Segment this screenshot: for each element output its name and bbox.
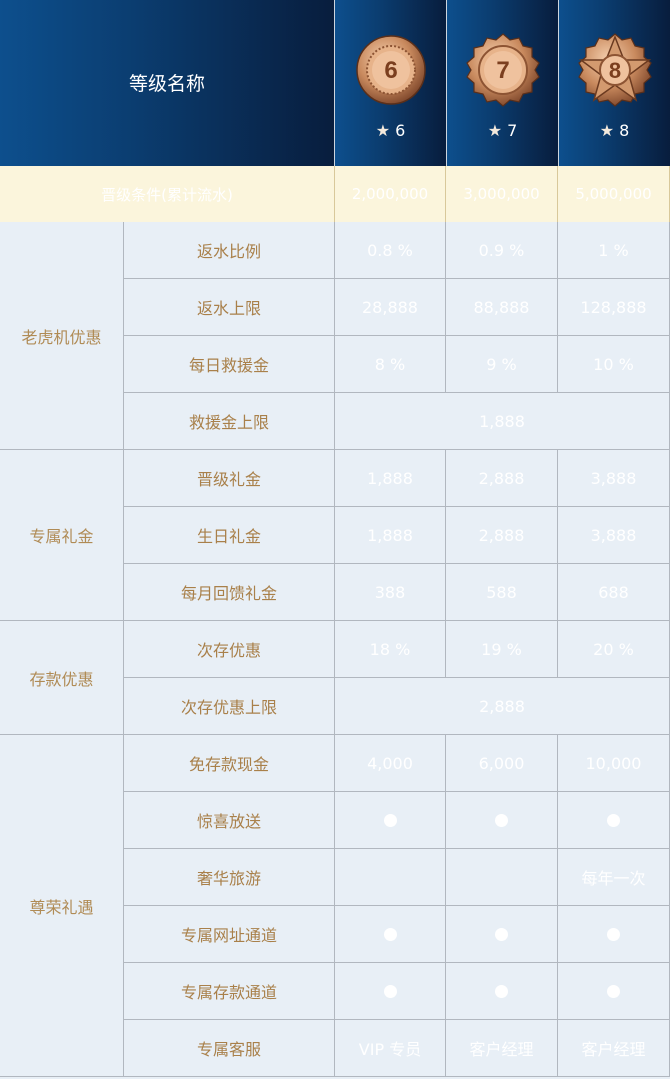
star-rating: ★ 8 xyxy=(599,121,630,140)
benefit-value: 128,888 xyxy=(558,279,670,336)
included-dot-icon xyxy=(607,984,620,998)
benefit-value: 10 % xyxy=(558,336,670,393)
benefit-value: 19 % xyxy=(446,621,558,678)
benefit-value: 2,888 xyxy=(446,507,558,564)
included-dot-icon xyxy=(383,927,397,941)
benefit-label: 专属网址通道 xyxy=(124,906,335,963)
benefit-label: 晋级礼金 xyxy=(124,450,335,507)
benefit-value: 28,888 xyxy=(335,279,446,336)
benefit-value: 每年一次 xyxy=(558,849,670,906)
benefit-value: 20 % xyxy=(558,621,670,678)
benefits-table: 老虎机优惠 专属礼金 存款优惠 尊荣礼遇 返水比例 0.8 % 0.9 % 1 % 返水上限 28… xyxy=(0,222,670,1079)
benefit-label: 每月回馈礼金 xyxy=(124,564,335,621)
benefit-value: 688 xyxy=(558,564,670,621)
benefit-value: 客户经理 xyxy=(558,1020,670,1077)
benefit-value xyxy=(446,906,558,963)
benefit-label: 惊喜放送 xyxy=(124,792,335,849)
level-8-header: 8 ★ 8 xyxy=(558,0,670,166)
star-rating: ★ 6 xyxy=(375,121,406,140)
benefit-value xyxy=(558,906,670,963)
requirement-value: 5,000,000 xyxy=(558,166,670,222)
requirement-value: 2,000,000 xyxy=(335,166,446,222)
included-dot-icon xyxy=(383,984,397,998)
benefit-value: 6,000 xyxy=(446,735,558,792)
benefit-label: 专属存款通道 xyxy=(124,963,335,1020)
benefit-value: 388 xyxy=(335,564,446,621)
medal-number: 8 xyxy=(608,58,620,83)
benefit-label: 免存款现金 xyxy=(124,735,335,792)
benefit-value xyxy=(335,792,446,849)
requirement-value: 3,000,000 xyxy=(446,166,558,222)
benefit-value: 8 % xyxy=(335,336,446,393)
benefit-label: 生日礼金 xyxy=(124,507,335,564)
benefit-value-merged: 2,888 xyxy=(335,678,670,735)
benefit-label: 救援金上限 xyxy=(124,393,335,450)
benefit-value: 3,888 xyxy=(558,450,670,507)
benefit-value: 客户经理 xyxy=(446,1020,558,1077)
category-label: 专属礼金 xyxy=(0,450,124,621)
category-label: 老虎机优惠 xyxy=(0,222,124,450)
included-dot-icon xyxy=(607,813,620,827)
benefit-value: 10,000 xyxy=(558,735,670,792)
benefit-value: 1,888 xyxy=(335,450,446,507)
benefit-value: 3,888 xyxy=(558,507,670,564)
benefit-label: 每日救援金 xyxy=(124,336,335,393)
benefit-label: 次存优惠上限 xyxy=(124,678,335,735)
benefit-value: 2,888 xyxy=(446,450,558,507)
benefit-value: 1,888 xyxy=(335,507,446,564)
benefit-value xyxy=(335,963,446,1020)
bronze-star-medal-icon: 8 xyxy=(577,32,653,108)
header-title: 等级名称 xyxy=(128,72,205,95)
benefit-value: 18 % xyxy=(335,621,446,678)
bronze-round-medal-icon: 6 xyxy=(353,32,429,108)
benefit-value xyxy=(446,792,558,849)
benefit-value xyxy=(446,963,558,1020)
header-title-cell: 等级名称 xyxy=(0,0,334,166)
included-dot-icon xyxy=(495,927,508,941)
included-dot-icon xyxy=(607,927,620,941)
benefit-label: 返水比例 xyxy=(124,222,335,279)
level-7-header: 7 ★ 7 xyxy=(446,0,558,166)
bronze-scalloped-medal-icon: 7 xyxy=(465,32,541,108)
benefit-value xyxy=(335,906,446,963)
benefit-label: 次存优惠 xyxy=(124,621,335,678)
benefit-value: 588 xyxy=(446,564,558,621)
benefit-value: 9 % xyxy=(446,336,558,393)
benefit-value: 4,000 xyxy=(335,735,446,792)
benefit-value xyxy=(558,792,670,849)
benefit-value: 0.9 % xyxy=(446,222,558,279)
included-dot-icon xyxy=(495,813,508,827)
benefit-value xyxy=(558,963,670,1020)
benefit-value: 88,888 xyxy=(446,279,558,336)
medal-number: 6 xyxy=(384,57,397,84)
benefit-value xyxy=(446,849,558,906)
benefit-label: 奢华旅游 xyxy=(124,849,335,906)
star-rating: ★ 7 xyxy=(487,121,518,140)
level-6-header: 6 ★ 6 xyxy=(334,0,446,166)
benefit-value: 0.8 % xyxy=(335,222,446,279)
benefit-label: 返水上限 xyxy=(124,279,335,336)
benefit-value xyxy=(335,849,446,906)
category-label: 尊荣礼遇 xyxy=(0,735,124,1077)
benefit-value: VIP 专员 xyxy=(335,1020,446,1077)
benefit-label: 专属客服 xyxy=(124,1020,335,1077)
included-dot-icon xyxy=(383,813,397,827)
benefit-value-merged: 1,888 xyxy=(335,393,670,450)
benefit-value: 1 % xyxy=(558,222,670,279)
category-label: 存款优惠 xyxy=(0,621,124,735)
requirement-label: 晋级条件(累计流水) xyxy=(0,166,335,222)
included-dot-icon xyxy=(495,984,508,998)
medal-number: 7 xyxy=(496,57,509,84)
